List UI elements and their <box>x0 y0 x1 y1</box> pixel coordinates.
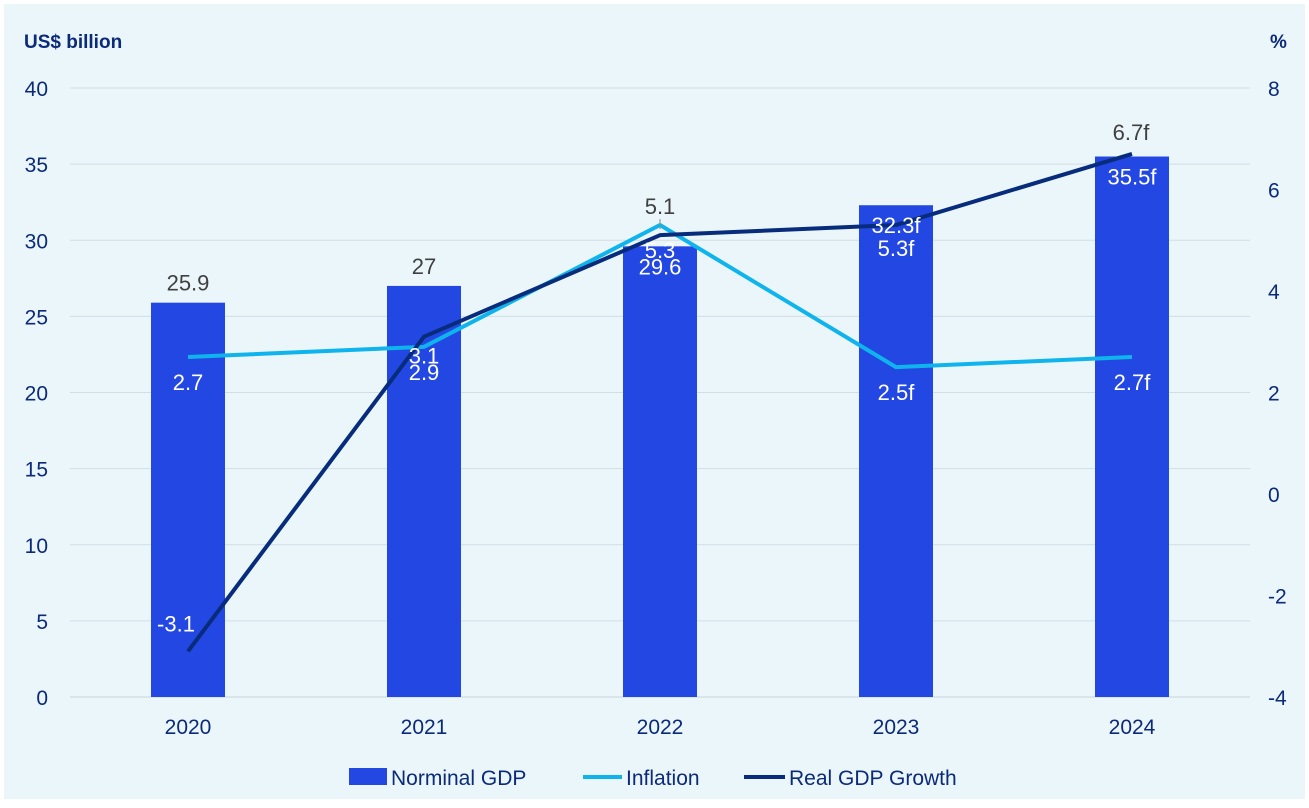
legend-label-norminal-gdp: Norminal GDP <box>391 767 526 790</box>
left-axis-tick-label: 20 <box>25 383 48 406</box>
legend: Norminal GDP Inflation Real GDP Growth <box>349 767 957 790</box>
x-axis-tick-label: 2020 <box>165 716 212 739</box>
data-label-inflation: 5.3 <box>645 238 676 263</box>
x-axis-tick-label: 2022 <box>637 716 684 739</box>
data-label-inflation: 2.5f <box>878 380 916 405</box>
data-label-inflation: 2.7 <box>173 370 204 395</box>
legend-label-real-gdp-growth: Real GDP Growth <box>789 767 957 790</box>
data-label-norminal-gdp: 29.6 <box>639 254 682 279</box>
right-axis-unit-label: % <box>1270 32 1287 53</box>
left-axis-unit-label: US$ billion <box>24 32 122 53</box>
right-axis-tick-label: -4 <box>1268 687 1287 710</box>
bar-norminal-gdp <box>623 246 697 697</box>
bar-norminal-gdp <box>387 285 461 697</box>
right-axis-tick-label: 4 <box>1268 281 1280 304</box>
left-axis-tick-label: 5 <box>36 611 48 634</box>
bar-series <box>151 156 1169 698</box>
right-axis-tick-label: 0 <box>1268 484 1280 507</box>
data-label-norminal-gdp: 32.3f <box>872 213 922 238</box>
bar-norminal-gdp <box>151 302 225 697</box>
legend-swatch-norminal-gdp <box>349 768 387 785</box>
data-label-real-gdp-growth: 3.1 <box>409 344 440 369</box>
left-axis-tick-label: 40 <box>25 78 48 101</box>
data-label-norminal-gdp: 25.9 <box>167 271 210 296</box>
right-axis-tick-label: -2 <box>1268 586 1287 609</box>
data-label-real-gdp-growth: 5.3f <box>878 236 916 261</box>
left-axis-tick-label: 10 <box>25 535 48 558</box>
x-axis-tick-label: 2024 <box>1109 716 1156 739</box>
left-axis-tick-label: 35 <box>25 154 48 177</box>
bar-norminal-gdp <box>859 205 933 698</box>
data-label-real-gdp-growth: 6.7f <box>1113 120 1151 145</box>
data-label-real-gdp-growth: 5.1 <box>645 194 676 219</box>
data-labels: 25.9 27 29.6 32.3f 35.5f 2.7 2.9 5.3 2.5f 2.7f -3.… <box>157 120 1157 636</box>
right-axis-tick-label: 6 <box>1268 180 1280 203</box>
line-real-gdp-growth <box>186 152 1133 653</box>
data-label-norminal-gdp: 35.5f <box>1108 165 1158 190</box>
data-label-norminal-gdp: 27 <box>412 254 436 279</box>
data-label-inflation: 2.9 <box>409 360 440 385</box>
left-axis-tick-label: 15 <box>25 459 48 482</box>
x-axis-tick-label: 2023 <box>873 716 920 739</box>
bar-norminal-gdp <box>1095 156 1169 697</box>
data-label-inflation: 2.7f <box>1114 370 1152 395</box>
x-axis-tick-label: 2021 <box>401 716 448 739</box>
right-axis-tick-label: 2 <box>1268 383 1280 406</box>
legend-label-inflation: Inflation <box>626 767 700 790</box>
data-label-real-gdp-growth: -3.1 <box>157 611 195 636</box>
left-axis-tick-label: 25 <box>25 306 48 329</box>
left-axis-tick-label: 30 <box>25 230 48 253</box>
left-axis-tick-label: 0 <box>36 687 48 710</box>
right-axis-tick-label: 8 <box>1268 78 1280 101</box>
axes: US$ billion % 0 5 10 15 20 25 30 35 40 -4 -2 0 2 4 6 8 2… <box>24 32 1287 739</box>
